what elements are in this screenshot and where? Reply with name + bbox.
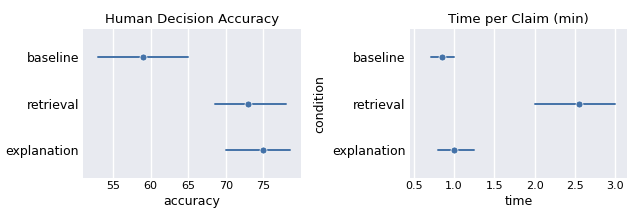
X-axis label: time: time	[504, 195, 532, 208]
Title: Human Decision Accuracy: Human Decision Accuracy	[105, 13, 279, 27]
Title: Time per Claim (min): Time per Claim (min)	[448, 13, 589, 27]
Y-axis label: condition: condition	[314, 75, 326, 133]
X-axis label: accuracy: accuracy	[164, 195, 220, 208]
